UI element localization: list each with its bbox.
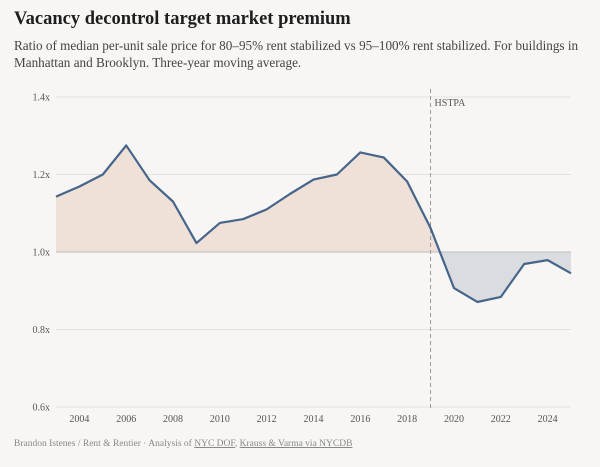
area-above-baseline xyxy=(56,145,440,252)
x-tick-label: 2022 xyxy=(491,414,511,425)
x-tick-label: 2014 xyxy=(304,414,324,425)
annotation-label: HSTPA xyxy=(435,98,467,109)
krauss-varma-link[interactable]: Krauss & Varma via NYCDB xyxy=(239,439,353,449)
chart-subtitle: Ratio of median per-unit sale price for … xyxy=(14,38,579,70)
nyc-dof-link[interactable]: NYC DOF xyxy=(194,439,235,449)
footer-credit: Brandon Istenes / Rent & Rentier · Analy… xyxy=(14,439,195,449)
footer: Brandon Istenes / Rent & Rentier · Analy… xyxy=(14,439,352,449)
x-tick-label: 2004 xyxy=(69,414,89,425)
x-tick-label: 2008 xyxy=(163,414,183,425)
y-tick-label: 0.8x xyxy=(33,325,51,336)
x-tick-label: 2016 xyxy=(350,414,370,425)
footer-separator: , xyxy=(234,439,240,449)
y-tick-label: 1.4x xyxy=(33,93,51,104)
x-tick-label: 2012 xyxy=(257,414,277,425)
x-tick-label: 2024 xyxy=(538,414,558,425)
x-tick-label: 2020 xyxy=(444,414,464,425)
area-below-baseline xyxy=(439,252,571,302)
x-tick-label: 2018 xyxy=(397,414,417,425)
y-tick-label: 1.2x xyxy=(33,170,51,181)
x-tick-label: 2010 xyxy=(210,414,230,425)
y-tick-label: 0.6x xyxy=(33,403,51,414)
chart-title: Vacancy decontrol target market premium xyxy=(14,9,351,29)
x-tick-label: 2006 xyxy=(116,414,136,425)
y-tick-label: 1.0x xyxy=(33,248,51,259)
